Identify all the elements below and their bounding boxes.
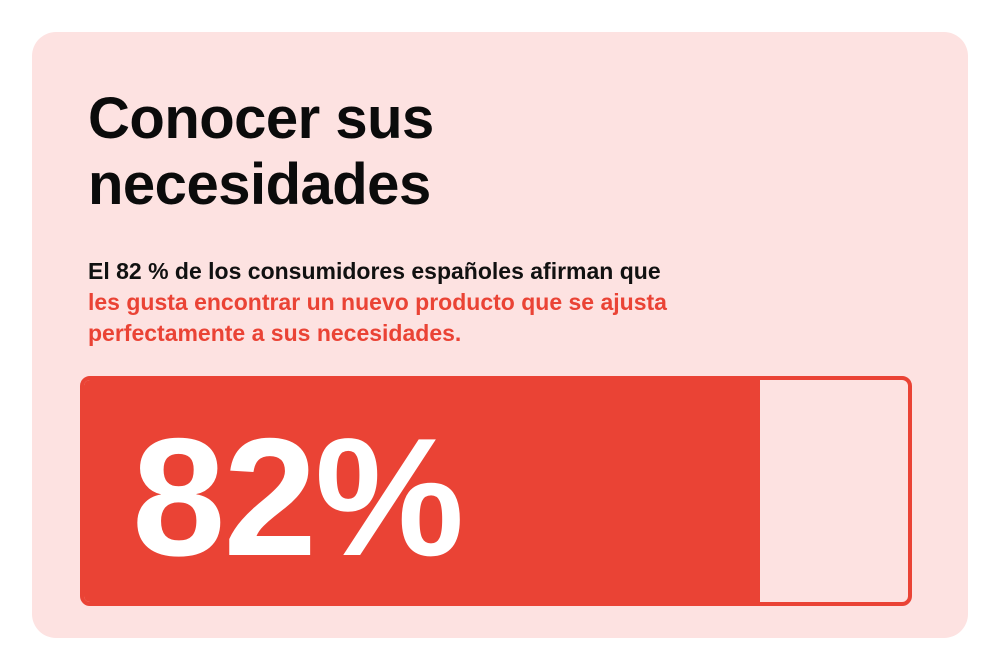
percentage-value: 82% [132, 403, 464, 591]
statement-lead: El 82 % de los consumidores españoles af… [88, 258, 661, 284]
percentage-bar-fill [84, 380, 760, 602]
statistic-statement: El 82 % de los consumidores españoles af… [88, 256, 808, 349]
percentage-bar: 82% [80, 376, 912, 606]
card-title: Conocer sus necesidades [88, 86, 434, 217]
statement-highlight: les gusta encontrar un nuevo producto qu… [88, 289, 667, 346]
